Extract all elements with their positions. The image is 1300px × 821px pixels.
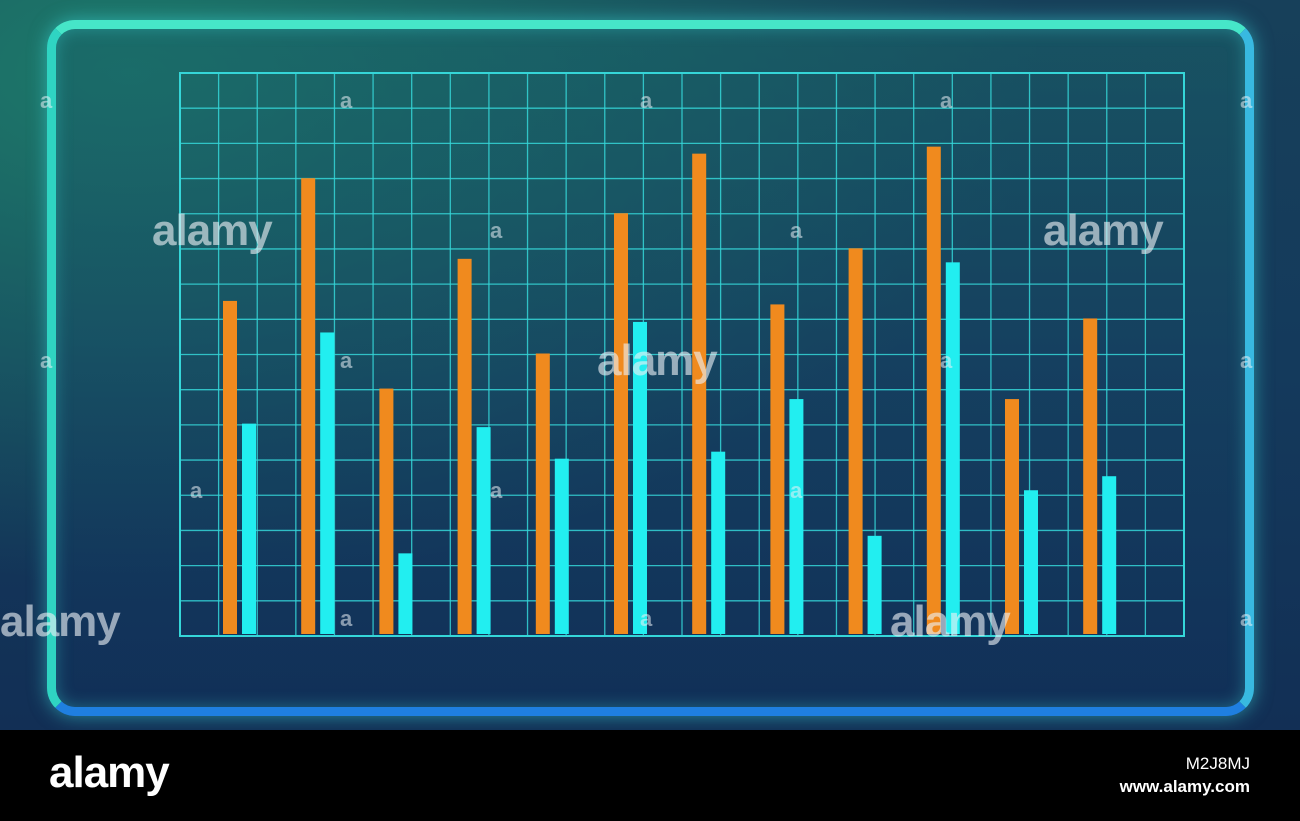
- watermark-mark: a: [1240, 606, 1253, 631]
- watermark-brand: alamy: [152, 206, 273, 255]
- bar-series-2-item-3: [398, 553, 413, 634]
- bar-series-2-item-7: [711, 451, 726, 634]
- bar-series-1-item-6: [614, 213, 628, 634]
- bar-series-2-item-10: [945, 262, 960, 634]
- bar-series-1-item-9: [848, 248, 863, 634]
- watermark-mark: a: [1240, 88, 1253, 113]
- watermark-brand: alamy: [1043, 206, 1164, 255]
- bar-series-1-item-12: [1083, 318, 1098, 634]
- bar-series-2-item-12: [1102, 476, 1117, 634]
- watermark-mark: a: [790, 218, 803, 243]
- bar-series-2-item-11: [1024, 490, 1038, 634]
- bar-series-1-item-1: [223, 300, 237, 634]
- bar-series-2-item-2: [320, 332, 335, 634]
- watermark-mark: a: [640, 88, 653, 113]
- grid: [179, 72, 1185, 637]
- watermark-mark: a: [790, 478, 803, 503]
- watermark-mark: a: [340, 606, 353, 631]
- bar-series-2-item-1: [242, 423, 256, 634]
- bar-chart: [179, 72, 1185, 637]
- watermark-brand: alamy: [597, 336, 718, 385]
- bar-series-2-item-9: [867, 535, 882, 634]
- watermark-mark: a: [490, 218, 503, 243]
- watermark-brand: alamy: [0, 597, 121, 646]
- footer-brand-logo: alamy: [49, 748, 170, 797]
- watermark-brand: alamy: [890, 597, 1011, 646]
- watermark-mark: a: [940, 88, 953, 113]
- watermark-mark: a: [340, 348, 353, 373]
- footer-image-id: M2J8MJ: [1185, 754, 1250, 773]
- bar-series-1-item-4: [457, 258, 472, 634]
- bar-series-1-item-3: [379, 388, 394, 634]
- bar-series-2-item-4: [476, 427, 491, 634]
- bar-series-1-item-7: [692, 153, 707, 635]
- bar-series-1-item-11: [1005, 399, 1019, 634]
- watermark-mark: a: [40, 348, 53, 373]
- watermark-mark: a: [340, 88, 353, 113]
- bar-series-1-item-2: [301, 178, 316, 634]
- chart-scene: [0, 0, 1300, 730]
- bar-series-2-item-6: [633, 321, 647, 634]
- watermark-mark: a: [190, 478, 203, 503]
- bars: [223, 146, 1117, 635]
- bar-series-2-item-5: [554, 458, 569, 634]
- watermark-mark: a: [940, 348, 953, 373]
- bar-series-2-item-8: [789, 399, 804, 634]
- watermark-mark: a: [640, 606, 653, 631]
- bar-series-1-item-8: [770, 304, 785, 634]
- watermark-mark: a: [40, 88, 53, 113]
- watermark-mark: a: [490, 478, 503, 503]
- bar-series-1-item-10: [926, 146, 941, 634]
- watermark-footer: [0, 730, 1300, 821]
- watermark-mark: a: [1240, 348, 1253, 373]
- footer-site-url: www.alamy.com: [1119, 777, 1250, 796]
- bar-series-1-item-5: [535, 353, 550, 634]
- plot-border: [179, 72, 1185, 637]
